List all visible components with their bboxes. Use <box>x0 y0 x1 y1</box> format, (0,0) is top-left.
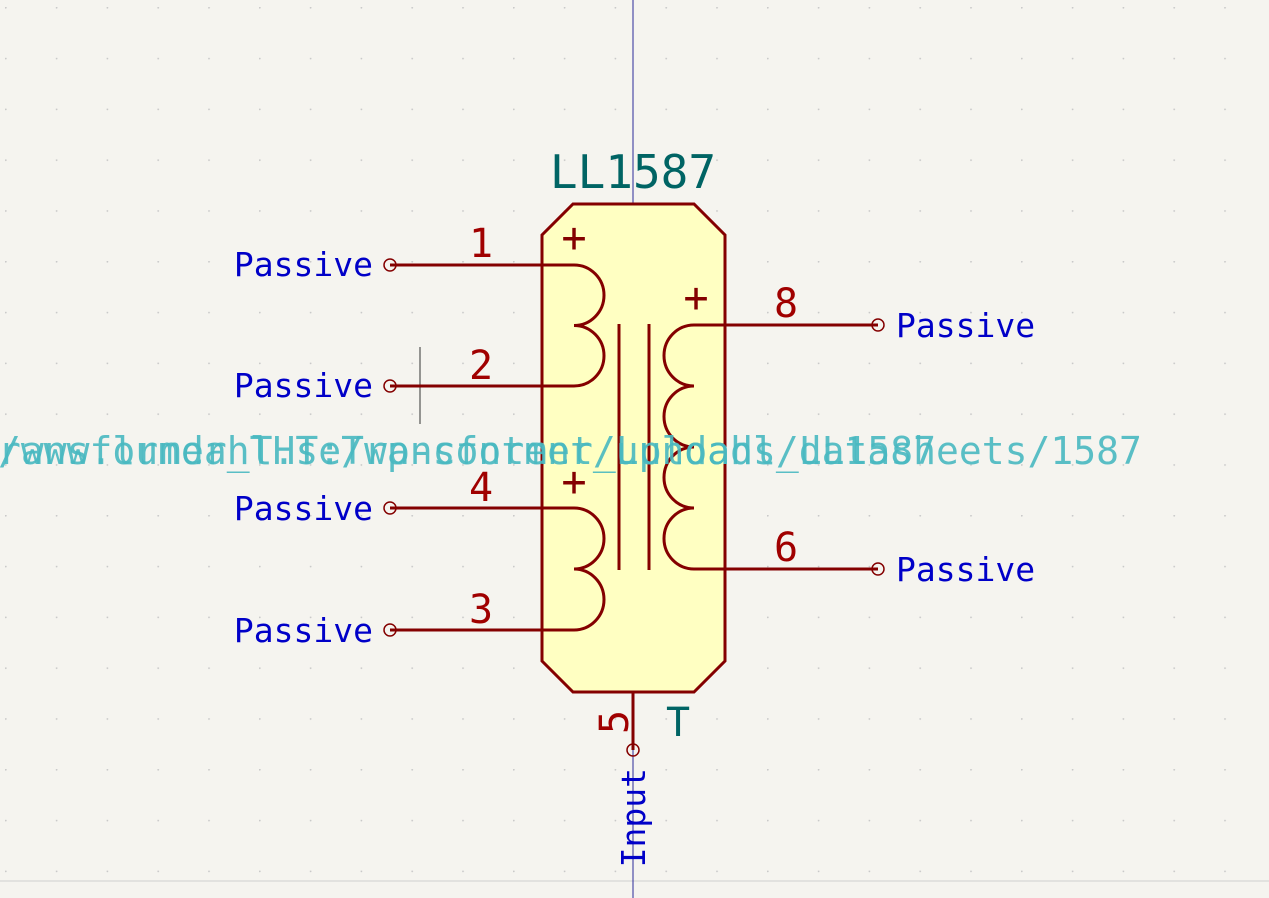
pin-2-endpoint <box>383 379 397 393</box>
footprint-field: ransformer_THT:Transformer_Lundahl_LL158… <box>0 429 936 474</box>
pin-type-2: Passive <box>234 366 373 405</box>
pin-type-5: Input <box>614 768 653 867</box>
pin-1-endpoint <box>383 258 397 272</box>
pin-number-4: 4 <box>469 465 493 511</box>
component-value[interactable]: T <box>666 700 690 746</box>
pin-type-4: Passive <box>234 489 373 528</box>
pin-8-endpoint <box>871 318 885 332</box>
polarity-mark-4: + <box>561 457 586 506</box>
pin-4-endpoint <box>383 501 397 515</box>
pin-numbers: 1 2 4 3 8 6 5 <box>469 221 798 734</box>
pin-endpoints <box>383 258 885 757</box>
polarity-mark-8: + <box>683 273 708 322</box>
pin-3-endpoint <box>383 623 397 637</box>
pin-type-6: Passive <box>896 550 1035 589</box>
pin-5-endpoint <box>626 743 640 757</box>
pin-type-8: Passive <box>896 306 1035 345</box>
polarity-marks: + + + <box>561 213 708 506</box>
windings <box>573 263 695 632</box>
primary-winding-bottom <box>573 506 606 632</box>
pin-number-8: 8 <box>774 281 798 327</box>
field-text-overlay: ransformer_THT:Transformer_Lundahl_LL158… <box>0 429 1142 474</box>
pin-number-3: 3 <box>469 587 493 633</box>
pin-number-2: 2 <box>469 343 493 389</box>
pin-number-5: 5 <box>592 710 638 734</box>
pin-6-endpoint <box>871 562 885 576</box>
secondary-winding <box>662 323 695 571</box>
component-reference[interactable]: LL1587 <box>550 145 716 199</box>
datasheet-field: /www.lundahl.se/wp-content/uploads/datas… <box>0 429 1142 473</box>
pin-number-1: 1 <box>469 221 493 267</box>
pin-type-3: Passive <box>234 611 373 650</box>
primary-winding-top <box>573 263 606 388</box>
polarity-mark-1: + <box>561 213 586 262</box>
pin-lines <box>390 263 878 750</box>
pin-number-6: 6 <box>774 525 798 571</box>
pin-type-1: Passive <box>234 245 373 284</box>
transformer-body[interactable] <box>540 202 727 694</box>
pin-types: Passive Passive Passive Passive Passive … <box>234 245 1035 867</box>
